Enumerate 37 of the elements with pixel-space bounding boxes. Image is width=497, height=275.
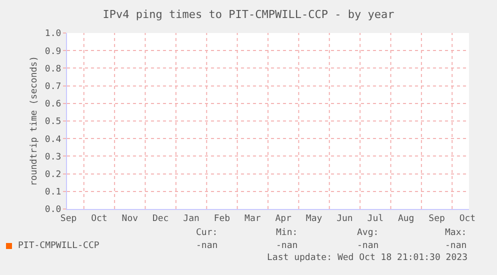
legend-label: PIT-CMPWILL-CCP xyxy=(18,241,100,251)
text: -nan xyxy=(357,241,379,251)
text: Max: xyxy=(445,228,467,238)
y-tick-label: 0.9 xyxy=(44,46,62,57)
x-tick-label: May xyxy=(306,214,323,224)
x-tick-label: Dec xyxy=(152,214,169,224)
chart-title: IPv4 ping times to PIT-CMPWILL-CCP - by year xyxy=(102,8,395,21)
x-tick-label: Jul xyxy=(367,214,384,224)
y-tick-label: 0.3 xyxy=(44,152,62,162)
x-tick-label: Aug xyxy=(398,214,414,224)
y-tick-label: 0.1 xyxy=(44,188,62,198)
text: Min: xyxy=(276,228,298,238)
text: -nan xyxy=(196,241,218,251)
text: Avg: xyxy=(357,228,379,238)
y-tick-label: 0.4 xyxy=(44,134,62,145)
y-tick-label: 0.8 xyxy=(44,64,62,74)
y-tick-label: 0.2 xyxy=(44,170,62,180)
text: -nan xyxy=(276,241,298,251)
x-tick-label: Oct xyxy=(91,214,108,224)
y-tick-label: 0.5 xyxy=(44,117,62,128)
y-axis-title: roundtrip time (seconds) xyxy=(29,56,40,186)
x-tick-label: Jun xyxy=(336,214,353,224)
x-tick-label: Feb xyxy=(214,214,230,224)
y-tick-label: 0.6 xyxy=(44,100,62,110)
x-tick-label: Sep xyxy=(428,214,445,224)
y-tick-label: 0.0 xyxy=(44,205,62,216)
x-tick-label: Nov xyxy=(122,214,138,224)
x-tick-label: Apr xyxy=(275,214,292,224)
text: Last update: Wed Oct 18 21:01:30 2023 xyxy=(267,253,468,263)
x-tick-label: Oct xyxy=(459,214,476,224)
y-tick-label: 1.0 xyxy=(44,29,62,40)
text: -nan xyxy=(445,241,467,251)
x-tick-label: Mar xyxy=(244,214,262,224)
x-tick-label: Sep xyxy=(60,214,77,224)
x-tick-label: Jan xyxy=(183,214,200,224)
y-tick-label: 0.7 xyxy=(44,82,62,92)
text: Cur: xyxy=(196,228,218,238)
